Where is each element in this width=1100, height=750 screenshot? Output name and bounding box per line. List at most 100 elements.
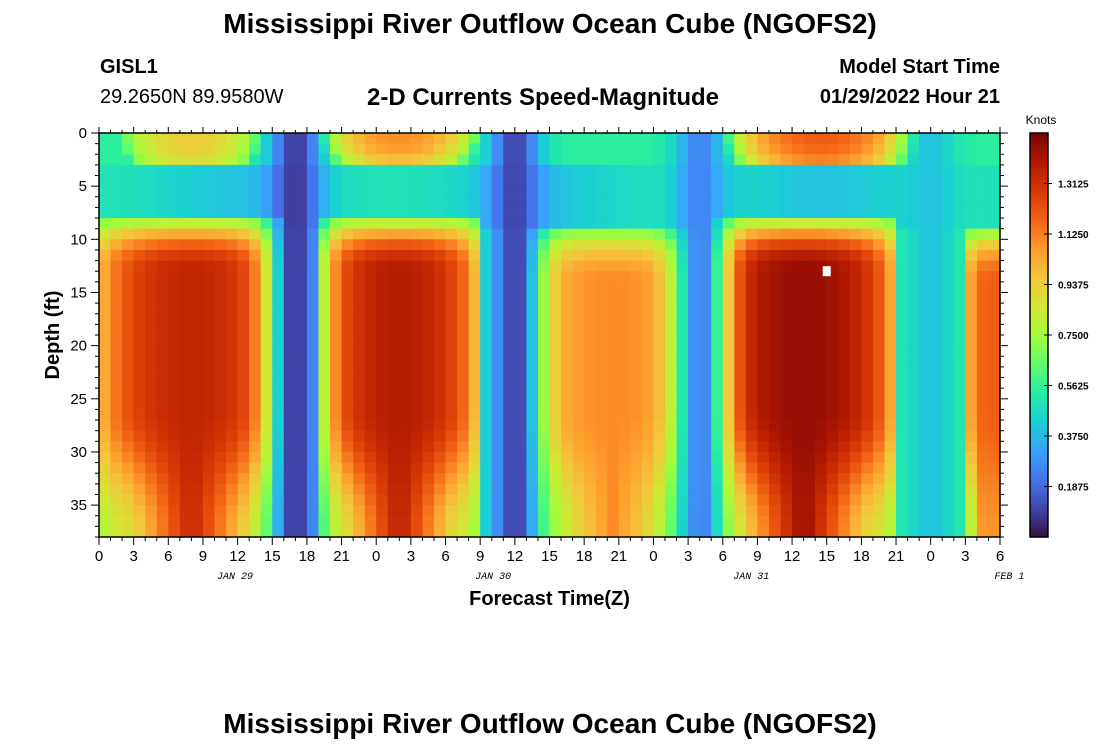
- heatmap-cell: [653, 430, 666, 442]
- heatmap-cell: [549, 462, 562, 474]
- heatmap-cell: [722, 420, 735, 432]
- heatmap-cell: [907, 196, 920, 209]
- heatmap-cell: [572, 377, 585, 389]
- heatmap-cell: [202, 483, 216, 496]
- heatmap-cell: [364, 260, 377, 272]
- heatmap-cell: [503, 430, 516, 442]
- heatmap-cell: [757, 356, 770, 368]
- heatmap-cell: [688, 249, 701, 262]
- heatmap-cell: [930, 483, 943, 496]
- heatmap-cell: [191, 441, 204, 453]
- heatmap-cell: [387, 377, 400, 389]
- heatmap-cell: [722, 143, 735, 155]
- heatmap-cell: [826, 186, 839, 198]
- heatmap-cell: [919, 228, 932, 240]
- heatmap-cell: [861, 324, 874, 336]
- heatmap-cell: [457, 239, 470, 251]
- heatmap-cell: [237, 451, 250, 464]
- heatmap-cell: [318, 366, 331, 379]
- heatmap-cell: [653, 483, 666, 496]
- heatmap-cell: [826, 345, 839, 357]
- heatmap-cell: [503, 473, 516, 485]
- heatmap-cell: [780, 483, 793, 496]
- heatmap-cell: [549, 473, 562, 485]
- heatmap-cell: [953, 377, 966, 389]
- heatmap-cell: [884, 271, 897, 283]
- heatmap-cell: [630, 303, 643, 315]
- heatmap-cell: [422, 505, 435, 517]
- heatmap-cell: [353, 133, 366, 145]
- heatmap-cell: [722, 196, 735, 209]
- heatmap-cell: [306, 175, 320, 187]
- y-tick-label: 10: [70, 231, 87, 248]
- heatmap-cell: [595, 324, 608, 336]
- heatmap-cell: [803, 313, 816, 325]
- heatmap-cell: [341, 292, 354, 304]
- heatmap-cell: [110, 154, 123, 166]
- heatmap-cell: [861, 218, 874, 230]
- heatmap-cell: [953, 388, 966, 400]
- heatmap-cell: [641, 441, 655, 453]
- heatmap-cell: [919, 377, 932, 389]
- heatmap-cell: [757, 303, 770, 315]
- heatmap-cell: [711, 388, 724, 400]
- heatmap-cell: [156, 175, 169, 187]
- heatmap-cell: [387, 515, 400, 527]
- x-tick-label: 21: [888, 548, 905, 565]
- heatmap-cell: [930, 430, 943, 442]
- heatmap-cell: [572, 249, 585, 262]
- location-marker: [822, 266, 831, 277]
- heatmap-cell: [607, 154, 620, 166]
- heatmap-cell: [965, 143, 978, 155]
- heatmap-cell: [988, 451, 1001, 464]
- heatmap-cell: [630, 377, 643, 389]
- heatmap-cell: [99, 249, 112, 262]
- heatmap-cell: [191, 483, 204, 496]
- heatmap-cell: [260, 388, 273, 400]
- heatmap-cell: [815, 345, 828, 357]
- heatmap-cell: [953, 207, 966, 219]
- heatmap-cell: [133, 356, 146, 368]
- heatmap-cell: [376, 196, 389, 209]
- heatmap-cell: [399, 345, 412, 357]
- heatmap-cell: [491, 494, 504, 506]
- heatmap-cell: [145, 133, 158, 145]
- heatmap-cell: [468, 356, 481, 368]
- heatmap-cell: [122, 249, 135, 262]
- heatmap-cell: [514, 441, 527, 453]
- heatmap-cell: [711, 335, 724, 347]
- heatmap-cell: [491, 271, 504, 283]
- heatmap-cell: [260, 345, 273, 357]
- heatmap-cell: [237, 313, 250, 325]
- heatmap-cell: [122, 505, 135, 517]
- heatmap-cell: [953, 409, 966, 421]
- heatmap-cell: [792, 207, 805, 219]
- x-date-label: JAN 31: [733, 572, 769, 583]
- colorbar-swatch: [1030, 183, 1048, 188]
- heatmap-cell: [387, 154, 400, 166]
- heatmap-cell: [919, 451, 932, 464]
- heatmap-cell: [965, 154, 978, 166]
- heatmap-cell: [480, 186, 493, 198]
- heatmap-cell: [641, 207, 655, 219]
- heatmap-cell: [549, 345, 562, 357]
- heatmap-cell: [688, 366, 701, 379]
- colorbar-swatch: [1030, 244, 1048, 249]
- heatmap-cell: [745, 388, 759, 400]
- heatmap-cell: [306, 249, 320, 262]
- heatmap-cell: [168, 366, 181, 379]
- heatmap-cell: [607, 271, 620, 283]
- heatmap-cell: [792, 451, 805, 464]
- heatmap-cell: [630, 218, 643, 230]
- heatmap-cell: [792, 249, 805, 262]
- heatmap-cell: [607, 483, 620, 496]
- heatmap-cell: [676, 271, 689, 283]
- heatmap-cell: [976, 462, 990, 474]
- heatmap-cell: [896, 260, 909, 272]
- heatmap-cell: [422, 313, 435, 325]
- heatmap-cell: [503, 133, 516, 145]
- heatmap-cell: [688, 420, 701, 432]
- heatmap-cell: [179, 143, 193, 155]
- heatmap-cell: [433, 239, 447, 251]
- heatmap-cell: [503, 377, 516, 389]
